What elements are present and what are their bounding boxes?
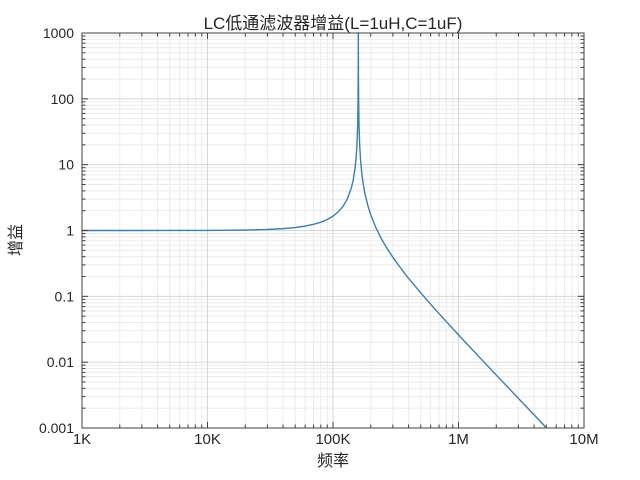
y-tick-label: 1	[66, 223, 74, 239]
tick-labels: 1K 10K 100K 1M 10M 1000 100 10 1 0.1 0.01 0.001	[39, 25, 599, 448]
x-tick-label: 100K	[315, 431, 350, 448]
x-tick-label: 1M	[448, 431, 469, 448]
gain-curve	[82, 32, 547, 429]
y-tick-label: 0.1	[55, 288, 75, 304]
y-tick-label: 10	[58, 157, 74, 173]
x-tick-label: 1K	[73, 431, 91, 448]
y-tick-label: 1000	[43, 25, 74, 41]
y-tick-label: 0.001	[39, 420, 74, 436]
tick-marks	[81, 32, 585, 429]
y-tick-label: 0.01	[47, 354, 74, 370]
x-tick-label: 10M	[569, 431, 598, 448]
y-tick-label: 100	[51, 91, 75, 107]
gain-curve-path	[82, 32, 547, 429]
x-axis-label: 频率	[316, 453, 349, 470]
chart-title: LC低通滤波器增益(L=1uH,C=1uF)	[203, 14, 463, 33]
x-tick-label: 10K	[194, 431, 221, 448]
